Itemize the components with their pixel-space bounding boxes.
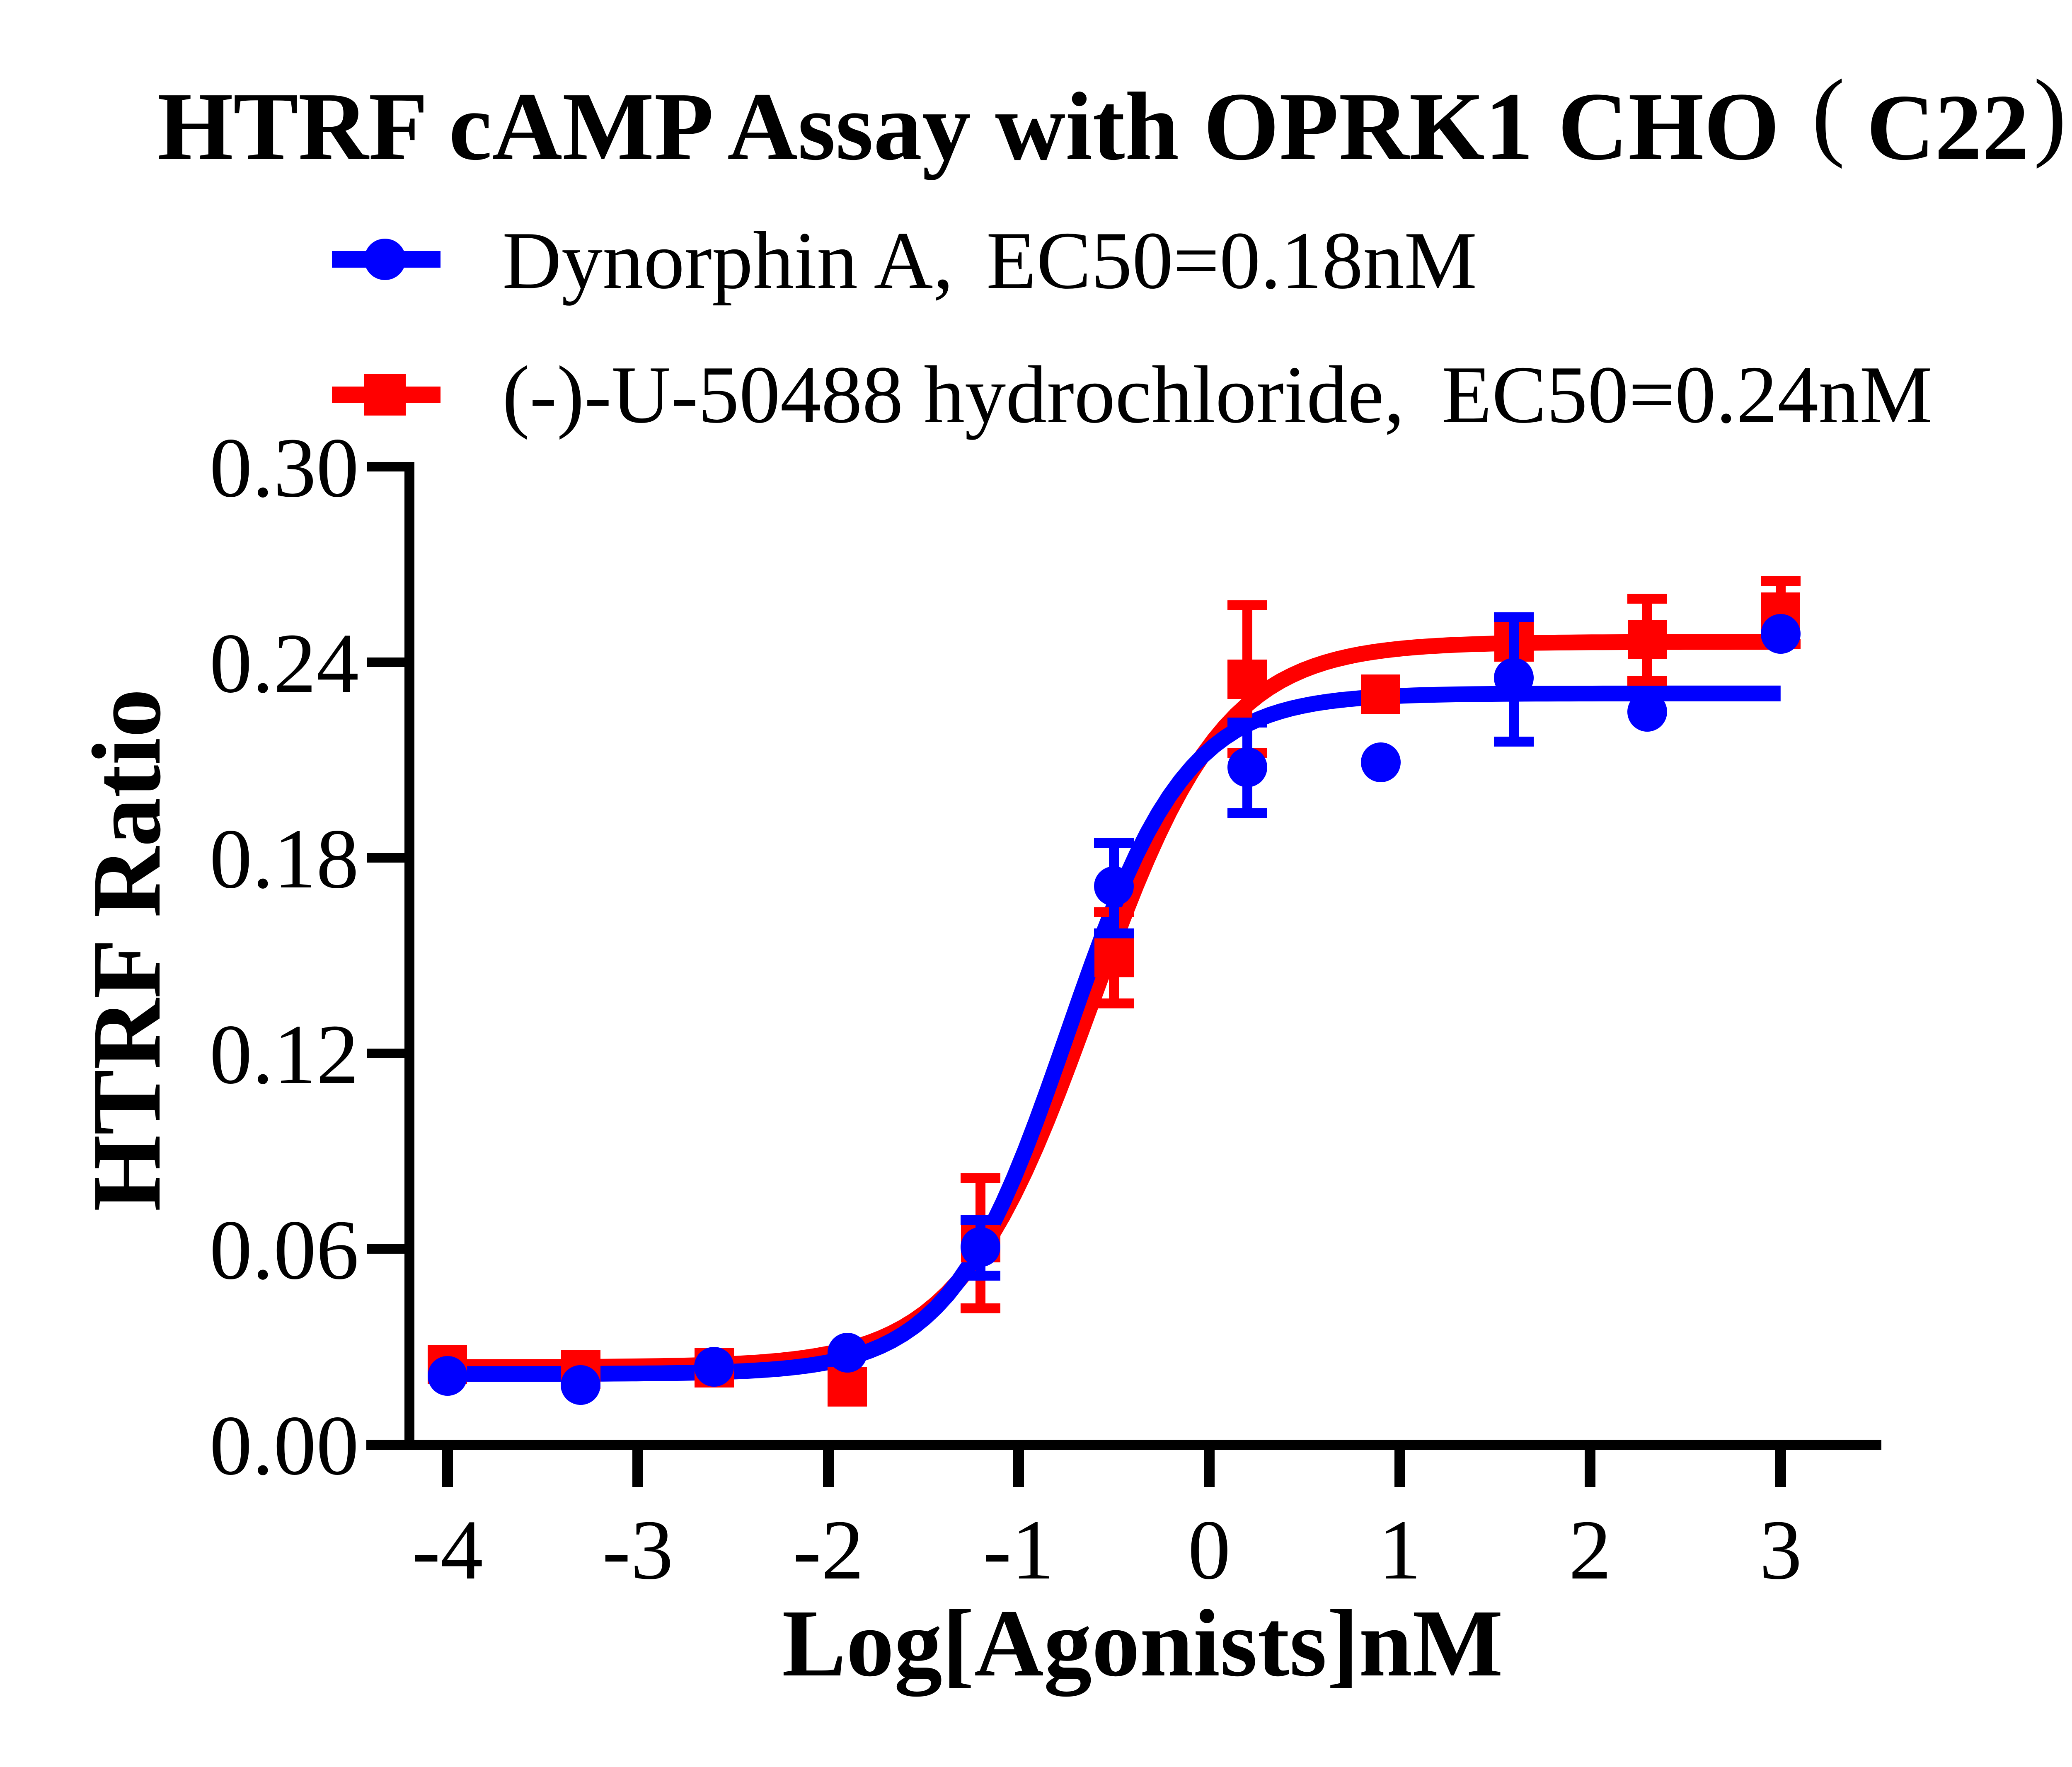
svg-text:HTRF Ratio: HTRF Ratio [73, 689, 181, 1211]
svg-text:HTRF cAMP Assay with OPRK1 CHO: HTRF cAMP Assay with OPRK1 CHO [157, 73, 1779, 180]
svg-text:C22: C22 [1866, 75, 2029, 180]
svg-text:Dynorphin A,: Dynorphin A, [502, 215, 954, 306]
svg-text:-3: -3 [602, 1502, 673, 1597]
svg-text:0: 0 [1188, 1502, 1231, 1597]
svg-text:-4: -4 [412, 1502, 483, 1597]
svg-text:0.00: 0.00 [210, 1398, 359, 1493]
svg-text:EC50=0.18nM: EC50=0.18nM [986, 215, 1477, 306]
svg-text:Log[Agonists]nM: Log[Agonists]nM [782, 1590, 1503, 1697]
svg-text:1: 1 [1379, 1502, 1421, 1597]
svg-text:-1: -1 [983, 1502, 1054, 1597]
svg-text:3: 3 [1760, 1502, 1802, 1597]
svg-text:2: 2 [1569, 1502, 1612, 1597]
svg-text:(-)-U-50488 hydrochloride,: (-)-U-50488 hydrochloride, [502, 349, 1404, 440]
svg-text:(: ( [1812, 59, 1845, 169]
svg-text:-2: -2 [793, 1502, 864, 1597]
svg-text:EC50=0.24nM: EC50=0.24nM [1442, 349, 1932, 440]
svg-text:0.30: 0.30 [210, 420, 359, 515]
svg-text:): ) [2033, 59, 2067, 169]
svg-text:0.12: 0.12 [210, 1007, 359, 1102]
svg-text:0.18: 0.18 [210, 811, 359, 906]
svg-text:0.24: 0.24 [210, 616, 359, 711]
svg-text:0.06: 0.06 [210, 1202, 359, 1297]
